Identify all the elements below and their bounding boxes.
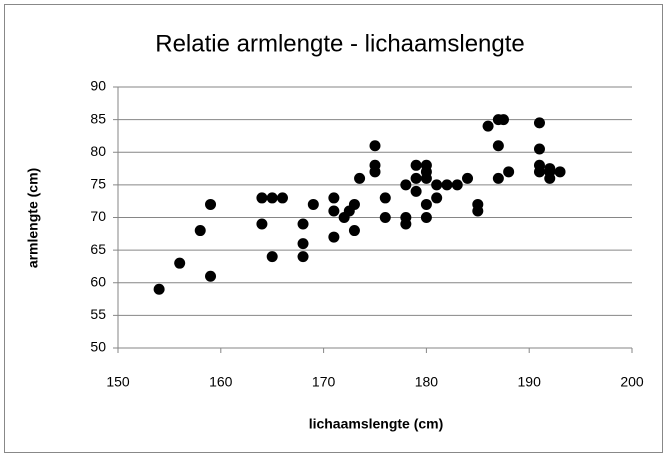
point [354,172,366,184]
point [420,212,432,223]
point [431,192,443,204]
point [328,192,340,204]
point [498,114,509,126]
point [153,283,165,295]
point [174,257,186,269]
y-tick-label: 75 [90,176,106,192]
x-tick-label: 160 [209,374,233,390]
point [533,117,545,129]
point [205,270,217,282]
point [431,179,443,191]
chart-title: Relatie armlengte - lichaamslengte [155,30,525,57]
point [369,140,381,152]
y-tick-label: 70 [90,208,106,224]
y-tick-label: 55 [90,306,106,322]
point [400,218,412,230]
point [266,192,278,204]
point [544,172,556,184]
point [369,166,381,178]
y-tick-label: 60 [90,273,106,289]
x-tick-label: 170 [312,374,336,390]
point [328,231,340,243]
point [266,251,278,263]
point [533,143,545,155]
point [410,185,422,197]
point [503,166,515,178]
y-tick-label: 90 [90,78,106,94]
point [554,166,566,178]
point [492,140,504,152]
point [297,238,309,250]
point [410,172,422,184]
y-tick-label: 65 [90,241,106,257]
point [492,172,504,184]
y-axis-label: armlengte (cm) [25,168,41,268]
point [205,198,217,210]
point [348,198,360,210]
y-tick-label: 50 [90,339,106,355]
point [256,192,268,204]
point [420,172,432,184]
point [256,218,268,230]
point [544,163,556,175]
point [400,179,412,191]
point [328,205,340,217]
point [297,218,309,230]
chart-border [4,4,663,453]
y-tick-label: 85 [90,110,106,126]
x-tick-label: 200 [620,374,644,390]
x-tick-label: 190 [518,374,542,390]
point [297,251,309,263]
x-tick-label: 150 [106,374,130,390]
point [348,225,360,237]
x-axis-label: lichaamslengte (cm) [309,416,444,432]
point [379,192,391,204]
point [379,212,391,223]
point [410,159,422,171]
point [276,192,288,204]
point [482,120,494,132]
point [441,179,453,191]
point [194,225,206,237]
point [451,179,463,191]
point [420,198,432,210]
point [533,166,545,178]
point [307,198,319,210]
point [462,172,474,184]
y-tick-label: 80 [90,143,106,159]
x-tick-label: 180 [415,374,439,390]
point [472,205,484,217]
